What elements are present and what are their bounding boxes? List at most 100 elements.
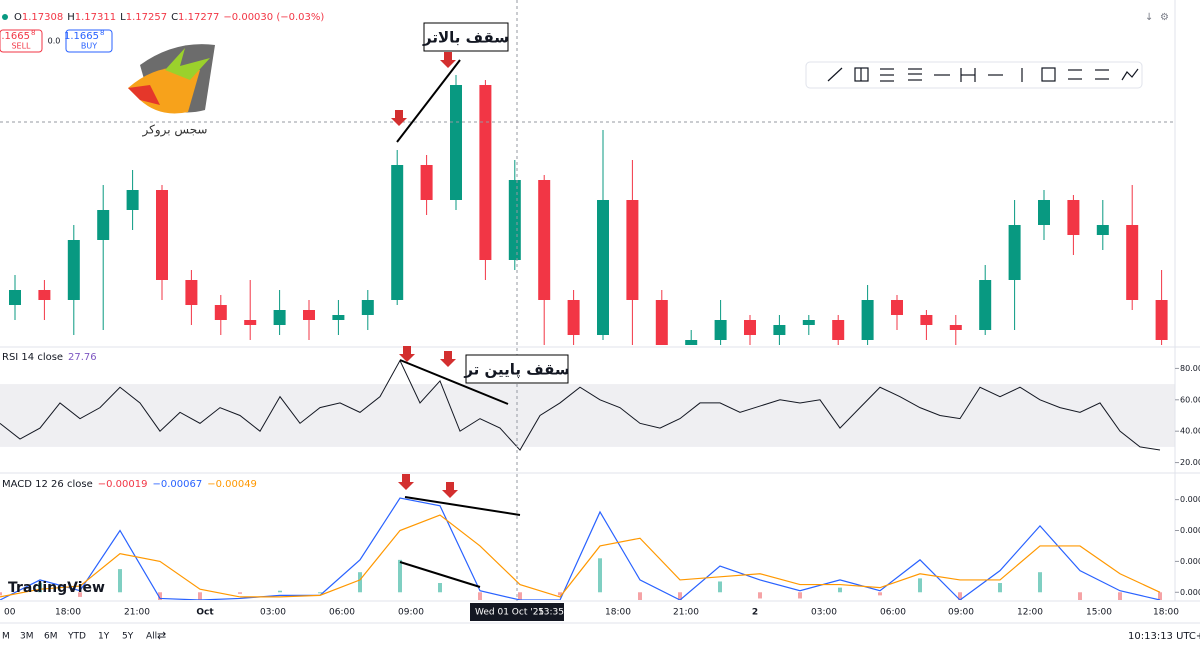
y-tick-label: 0.000: [1180, 526, 1200, 535]
candle-body: [979, 280, 992, 330]
time-label: 21:00: [124, 608, 150, 618]
macd-line: [0, 514, 1161, 598]
icon-down[interactable]: ↓: [1145, 12, 1153, 23]
toolbar-icons[interactable]: [827, 67, 1139, 82]
ohlc-part: 1.17311: [75, 12, 116, 23]
candle-body: [744, 320, 756, 335]
rsi-line: [0, 359, 1161, 451]
time-label: 21:00: [673, 608, 699, 618]
histogram-bar: [78, 592, 82, 597]
time-label: 15:00: [1086, 608, 1112, 618]
rsi-pane: [0, 359, 1175, 451]
candle-body: [920, 315, 933, 325]
candle-body: [1155, 300, 1168, 340]
histogram-bar: [918, 578, 922, 593]
sell-label: SELL: [11, 42, 31, 51]
candle-body: [655, 300, 668, 345]
range-button[interactable]: YTD: [67, 632, 86, 642]
candle-body: [450, 85, 462, 200]
y-tick-label: 60.00: [1180, 395, 1200, 404]
range-button[interactable]: M: [2, 632, 10, 642]
ohlc-part: O: [14, 12, 22, 23]
y-tick-label: 80.00: [1180, 364, 1200, 373]
sell-button[interactable]: [0, 29, 43, 53]
candle-body: [332, 315, 345, 320]
time-label: 09:00: [948, 608, 974, 618]
candle-body: [126, 190, 139, 210]
time-label: 18:00: [55, 608, 81, 618]
time-label: 2: [752, 608, 758, 618]
histogram-bar: [118, 569, 122, 593]
candle-body: [567, 300, 580, 335]
candle-body: [1126, 225, 1139, 300]
watermark: TradingView: [8, 580, 105, 596]
y-tick-label: 0.000: [1180, 557, 1200, 566]
rsi-value: 27.76: [68, 352, 97, 363]
histogram-bar: [598, 558, 602, 593]
candle-body: [420, 165, 433, 200]
ohlc-part: 1.17277: [178, 12, 219, 23]
histogram-bar: [358, 572, 362, 593]
time-label: 18:00: [605, 608, 631, 618]
compare-icon[interactable]: ⇄: [157, 629, 166, 642]
buy-label: BUY: [81, 42, 97, 51]
candle-body: [244, 320, 257, 325]
candle-body: [1067, 200, 1080, 235]
candle-body: [802, 320, 815, 325]
candle-body: [1038, 200, 1050, 225]
histogram-bar: [798, 592, 802, 599]
range-button[interactable]: 5Y: [122, 632, 134, 642]
histogram-bar: [318, 592, 322, 594]
candle-body: [185, 280, 198, 305]
candle-body: [508, 180, 521, 260]
candle-body: [273, 310, 286, 325]
status-dot: [2, 14, 8, 20]
spread: 0.0: [48, 37, 61, 46]
histogram-bar: [38, 583, 42, 593]
candle-body: [1096, 225, 1109, 235]
candle-body: [361, 300, 374, 315]
histogram-bar: [1078, 592, 1082, 600]
buy-button[interactable]: [65, 29, 113, 53]
macd-value: −0.00049: [207, 479, 257, 490]
histogram-bar: [878, 592, 882, 596]
histogram-bar: [518, 592, 522, 600]
crosshair-date: Wed 01 Oct '25: [475, 608, 544, 618]
annotation-box: [423, 22, 509, 52]
candle-body: [38, 290, 51, 300]
candle-body: [479, 85, 492, 260]
annotation-higher-top: سقف بالاتر: [422, 29, 509, 47]
histogram-bar: [638, 592, 642, 600]
histogram-bar: [558, 592, 562, 596]
candle-body: [1008, 225, 1021, 280]
range-button[interactable]: 1Y: [98, 632, 110, 642]
sell-price: 1.1665: [0, 31, 30, 42]
icon-settings[interactable]: ⚙: [1160, 12, 1169, 23]
histogram-bar: [398, 559, 402, 593]
time-label: 09:00: [398, 608, 424, 618]
ohlc-part: L: [120, 12, 126, 23]
range-button[interactable]: All: [146, 632, 157, 642]
macd-legend: MACD 12 26 close −0.00019 −0.00067 −0.00049: [2, 479, 257, 490]
ohlc-part: −0.00030 (−0.03%): [223, 12, 324, 23]
histogram-bar: [0, 592, 2, 596]
time-label: 03:00: [260, 608, 286, 618]
candle-body: [891, 300, 903, 315]
ohlc-part: 1.17308: [22, 12, 63, 23]
histogram-bar: [998, 583, 1002, 593]
candle-body: [685, 340, 698, 345]
time-label: 06:00: [880, 608, 906, 618]
buy-price: 1.1665: [64, 31, 99, 42]
macd-line: [0, 497, 1161, 600]
logo: [128, 44, 215, 114]
candle-body: [97, 210, 110, 240]
histogram-bar: [1158, 592, 1162, 600]
histogram-bar: [958, 592, 962, 600]
range-button[interactable]: 6M: [44, 632, 58, 642]
time-label: 18:00: [1153, 608, 1179, 618]
histogram-bar: [758, 592, 762, 599]
candle-body: [714, 320, 727, 340]
price-pane: [9, 75, 1168, 345]
histogram-bar: [838, 587, 842, 593]
range-button[interactable]: 3M: [20, 632, 34, 642]
